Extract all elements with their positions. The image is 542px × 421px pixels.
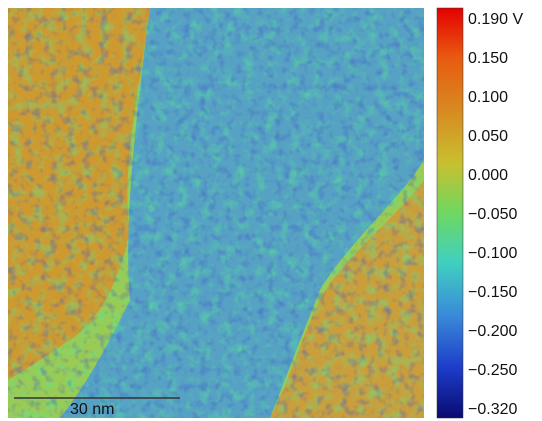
colorbar-label: −0.250 — [468, 362, 517, 379]
colorbar-label: 0.150 — [468, 50, 508, 67]
microscopy-image — [8, 8, 424, 418]
colorbar-label: −0.100 — [468, 245, 517, 262]
colorbar-label: −0.150 — [468, 284, 517, 301]
colorbar-label: 0.000 — [468, 167, 508, 184]
colorbar — [436, 7, 464, 419]
scale-bar-label: 30 nm — [70, 401, 114, 418]
colorbar-label: 0.190 V — [468, 11, 523, 28]
colorbar-label: 0.050 — [468, 128, 508, 145]
colorbar-labels: 0.190 V 0.150 0.100 0.050 0.000 −0.050 −0.100 −… — [468, 11, 523, 418]
colorbar-label: −0.050 — [468, 206, 517, 223]
colorbar-label: −0.200 — [468, 323, 517, 340]
colorbar-label: 0.100 — [468, 89, 508, 106]
colorbar-label: −0.320 — [468, 401, 517, 418]
